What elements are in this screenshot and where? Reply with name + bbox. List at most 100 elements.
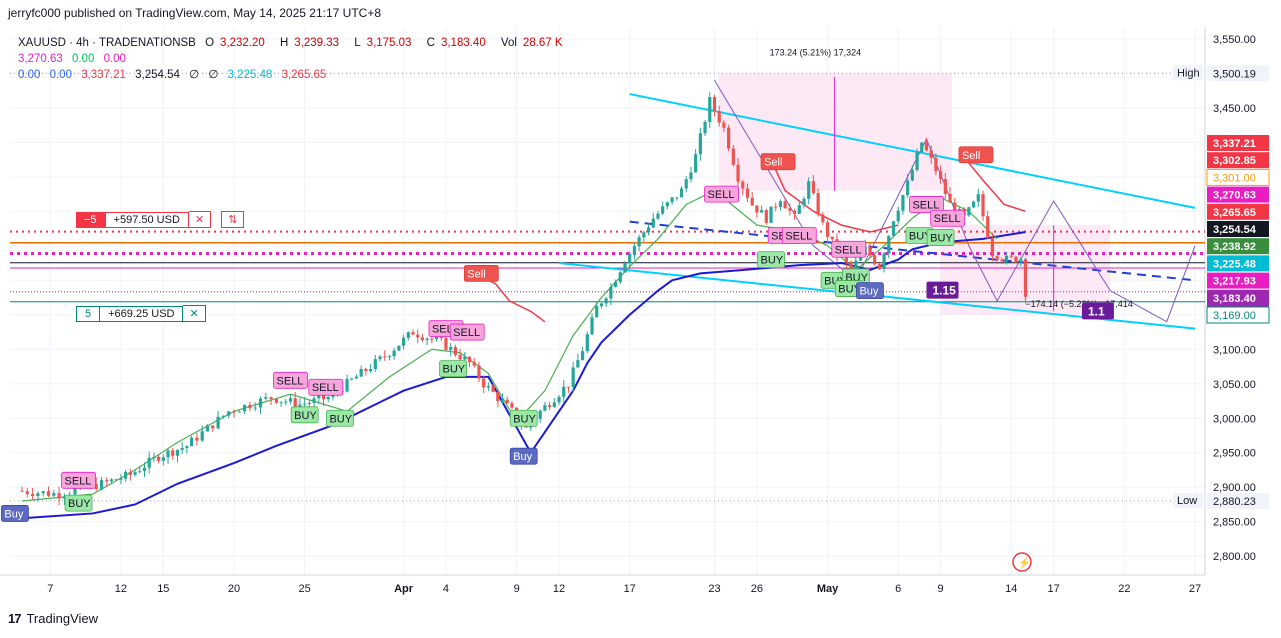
signal-badge-sell (930, 209, 966, 227)
candle-body (934, 157, 938, 172)
footer-brand-label: TradingView (26, 611, 99, 626)
time-axis-tick: 22 (1118, 583, 1130, 595)
signal-label-sell: SELL (312, 382, 339, 394)
price-chart[interactable]: High Low 173.24 (5.21%) 17,324 −174.14 (−5.… (0, 27, 1281, 607)
candle-body (943, 179, 947, 194)
candle-body (491, 386, 495, 392)
legend-open: 3,232.20 (220, 37, 265, 49)
candle-body (232, 411, 236, 413)
candle-body (571, 367, 575, 387)
candle-body (882, 253, 886, 269)
candle-body (906, 180, 910, 196)
short-position-pnl: +597.50 USD (104, 211, 189, 228)
signal-label-buy: BUY (909, 230, 932, 242)
candle-body (406, 332, 410, 338)
candle-body (774, 206, 778, 208)
legend-row3-v3: 3,337.21 (81, 69, 126, 81)
candle-body (200, 431, 204, 441)
short-position-box[interactable]: −5 +597.50 USD ✕ ⇅ (76, 211, 245, 228)
candle-body (211, 425, 215, 429)
signal-label-sell: SELL (277, 375, 304, 387)
candle-body (20, 490, 24, 492)
candle-body (293, 398, 297, 407)
fib-tag-label: 1.1 (1088, 304, 1105, 318)
price-scale-label-text: 3,238.92 (1213, 241, 1256, 253)
legend-row3-v7: 3,225.48 (227, 69, 273, 81)
candle-body (948, 193, 952, 203)
candle-body (632, 246, 637, 254)
candle-body (36, 493, 40, 497)
measure-up-label: 173.24 (5.21%) 17,324 (770, 47, 862, 57)
candle-body (698, 133, 702, 155)
candle-body (317, 395, 321, 399)
candle-body (825, 222, 830, 237)
candle-body (171, 450, 175, 456)
signal-label-buy: BUY (68, 498, 91, 510)
long-position-close-button[interactable]: ✕ (183, 305, 206, 322)
signal-badge-sell (61, 471, 96, 489)
candle-body (345, 379, 349, 392)
legend-low: 3,175.03 (366, 37, 412, 49)
candle-body (562, 386, 566, 397)
candle-body (877, 264, 881, 269)
long-position-box[interactable]: 5 +669.25 USD ✕ (76, 305, 206, 322)
candle-body (420, 337, 425, 341)
candle-body (929, 150, 933, 158)
candle-body (986, 216, 990, 239)
candle-body (248, 404, 252, 409)
candle-body (811, 181, 816, 194)
candle-body (205, 425, 210, 432)
candle-body (802, 198, 806, 206)
signal-badge-buy (326, 409, 354, 427)
candle-body (604, 298, 608, 304)
candle-body (538, 410, 542, 419)
short-position-close-button[interactable]: ✕ (188, 211, 212, 228)
signal-badge-sell (781, 227, 817, 244)
price-scale-label (1206, 306, 1270, 324)
candle-body (189, 437, 194, 447)
signal-badge-sell-strong (463, 265, 499, 282)
candle-body (416, 334, 420, 338)
price-scale-label-text: 3,302.85 (1213, 155, 1256, 167)
candle-body (142, 467, 147, 472)
legend-row2-v2: 0.00 (71, 53, 95, 65)
candle-body (552, 402, 556, 407)
candle-body (995, 256, 999, 260)
signal-label-buy: BUY (443, 364, 466, 376)
legend-row3-v5: ∅ (189, 69, 200, 81)
candle-body (684, 179, 688, 189)
signal-badge-buy (64, 494, 93, 512)
channel-mid-line (629, 220, 1196, 282)
time-axis-tick: 12 (553, 583, 565, 595)
candle-body (387, 356, 392, 358)
candle-body (307, 402, 311, 404)
signal-label-sell: SELL (912, 199, 939, 211)
candle-body (873, 255, 877, 265)
signal-badge-buy (926, 229, 955, 246)
candle-body (269, 397, 273, 399)
price-scale-label-text: 3,270.63 (1213, 190, 1256, 202)
time-axis-tick: 7 (47, 583, 53, 595)
signal-badge-buy (757, 251, 785, 269)
time-axis-tick: 25 (299, 583, 311, 595)
candle-body (543, 405, 547, 411)
candle-body (807, 181, 811, 199)
level-tag-high (1173, 65, 1203, 81)
candle-body (646, 227, 651, 233)
signal-label-sell-strong: Sell (962, 150, 980, 162)
price-axis-tick: 2,800.00 (1213, 551, 1256, 563)
short-position-reverse-button[interactable]: ⇅ (221, 211, 245, 228)
candle-body (703, 121, 707, 134)
legend-row3-v2: 0.00 (49, 69, 72, 81)
candle-body (849, 262, 853, 270)
candle-body (138, 471, 142, 473)
candle-body (953, 202, 957, 213)
time-axis-tick: 9 (514, 583, 520, 595)
channel-upper-line (629, 93, 1196, 209)
candle-body (722, 122, 726, 128)
candle-body (369, 369, 373, 372)
candle-body (411, 332, 415, 335)
legend-high: 3,239.33 (294, 37, 340, 49)
candle-body (689, 172, 693, 180)
time-axis-tick: 20 (228, 583, 240, 595)
